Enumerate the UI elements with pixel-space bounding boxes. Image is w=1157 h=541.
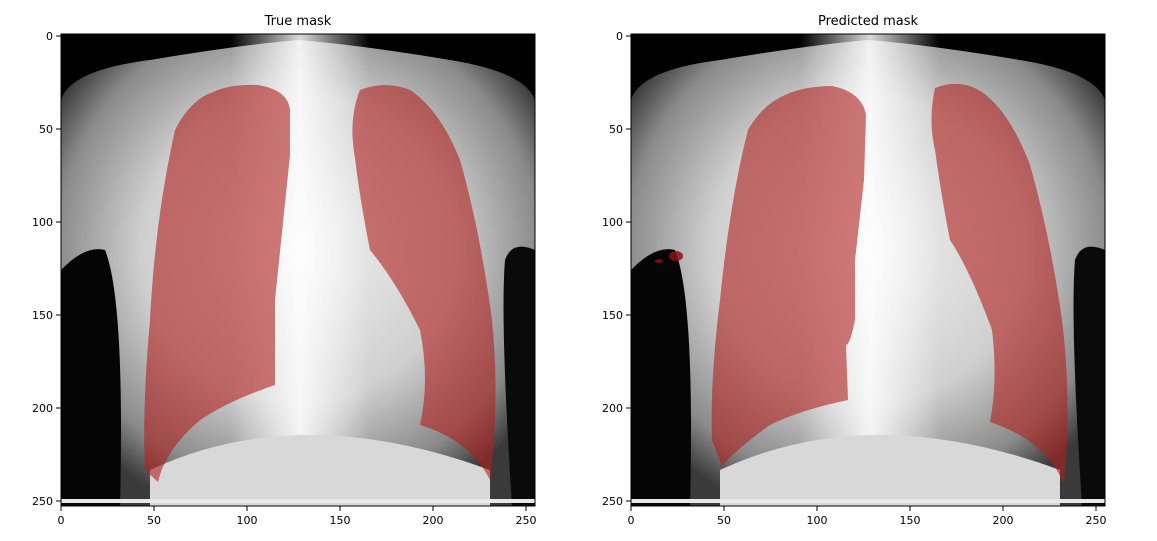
y-tick-label: 200	[32, 402, 53, 415]
predicted-mask-axes: 0 50 100 150 200 250 0 50 100 150 200 25…	[602, 30, 1107, 527]
panel-title: Predicted mask	[817, 14, 919, 29]
y-tick-label: 50	[609, 123, 623, 136]
y-tick-label: 250	[602, 495, 623, 508]
lung-mask-overlay	[144, 84, 496, 482]
y-tick-label: 150	[602, 309, 623, 322]
y-tick-label: 200	[602, 402, 623, 415]
y-tick-label: 100	[602, 216, 623, 229]
x-tick-label: 250	[516, 514, 537, 527]
y-tick-label: 0	[46, 30, 53, 43]
y-tick-label: 50	[39, 123, 53, 136]
x-tick-label: 0	[628, 514, 635, 527]
y-axis: 0 50 100 150 200 250	[602, 30, 631, 508]
right-lung-mask	[931, 83, 1068, 484]
x-tick-label: 0	[58, 514, 65, 527]
axes-frame	[60, 33, 536, 507]
axes-frame	[630, 33, 1106, 507]
x-tick-label: 150	[330, 514, 351, 527]
x-axis: 0 50 100 150 200 250	[628, 506, 1107, 527]
y-tick-label: 100	[32, 216, 53, 229]
x-tick-label: 150	[900, 514, 921, 527]
predicted-mask-panel: Predicted mask	[570, 0, 1130, 541]
right-lung-mask	[352, 85, 496, 480]
y-tick-label: 0	[616, 30, 623, 43]
left-lung-mask	[711, 86, 866, 466]
x-tick-label: 50	[717, 514, 731, 527]
y-tick-label: 150	[32, 309, 53, 322]
x-tick-label: 100	[807, 514, 828, 527]
left-lung-mask	[144, 84, 290, 482]
true-mask-axes: 0 50 100 150 200 250 0 50 100 150 200 25…	[32, 30, 537, 527]
y-tick-label: 250	[32, 495, 53, 508]
x-tick-label: 200	[993, 514, 1014, 527]
false-positive-blob	[655, 259, 663, 263]
y-axis: 0 50 100 150 200 250	[32, 30, 61, 508]
true-mask-panel: True mask	[0, 0, 560, 541]
x-tick-label: 250	[1086, 514, 1107, 527]
panel-title: True mask	[264, 14, 332, 29]
lung-mask-overlay	[655, 83, 1068, 484]
false-positive-blob	[669, 251, 683, 261]
x-axis: 0 50 100 150 200 250	[58, 506, 537, 527]
x-tick-label: 200	[423, 514, 444, 527]
x-tick-label: 50	[147, 514, 161, 527]
x-tick-label: 100	[237, 514, 258, 527]
